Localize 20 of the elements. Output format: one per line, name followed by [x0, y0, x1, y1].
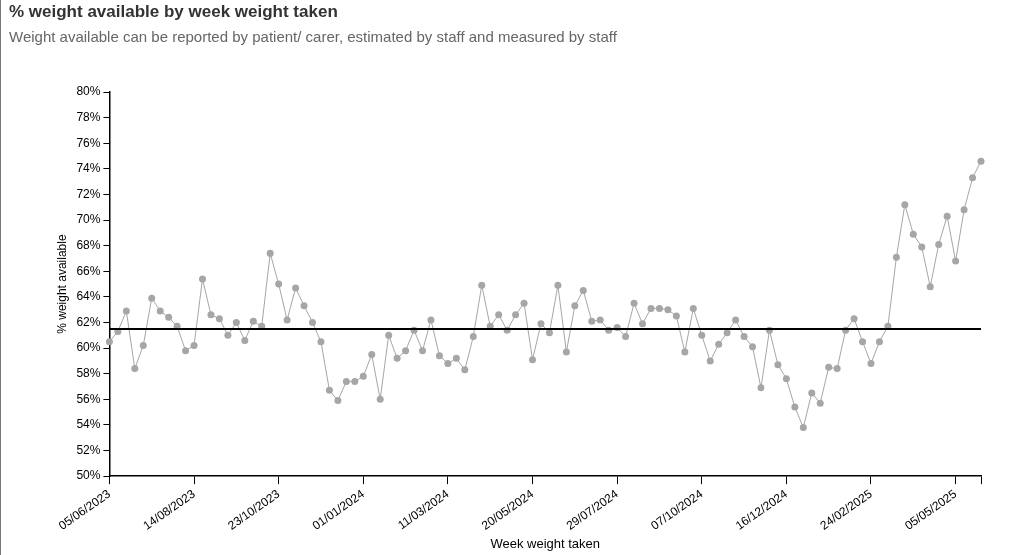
y-tick-label: 50% [76, 468, 101, 483]
y-tick-label: 74% [76, 161, 101, 176]
chart-subtitle: Weight available can be reported by patient/ carer, estimated by staff and measured by staff [9, 28, 617, 45]
y-tick-label: 60% [76, 340, 101, 355]
y-tick-label: 54% [76, 417, 101, 432]
y-tick-label: 56% [76, 391, 101, 406]
y-tick-label: 66% [76, 263, 101, 278]
chart-title: % weight available by week weight taken [9, 2, 338, 22]
y-tick-label: 64% [76, 289, 101, 304]
y-tick-label: 70% [76, 212, 101, 227]
y-tick-label: 78% [76, 109, 101, 124]
y-axis-title: % weight available [54, 234, 69, 334]
y-tick-label: 80% [76, 84, 101, 99]
y-tick-label: 72% [76, 186, 101, 201]
y-tick-label: 52% [76, 442, 101, 457]
y-tick-label: 68% [76, 237, 101, 252]
y-tick-label: 76% [76, 135, 101, 150]
y-tick-label: 58% [76, 366, 101, 381]
x-axis-title: Week weight taken [490, 535, 601, 551]
y-tick-label: 62% [76, 314, 101, 329]
